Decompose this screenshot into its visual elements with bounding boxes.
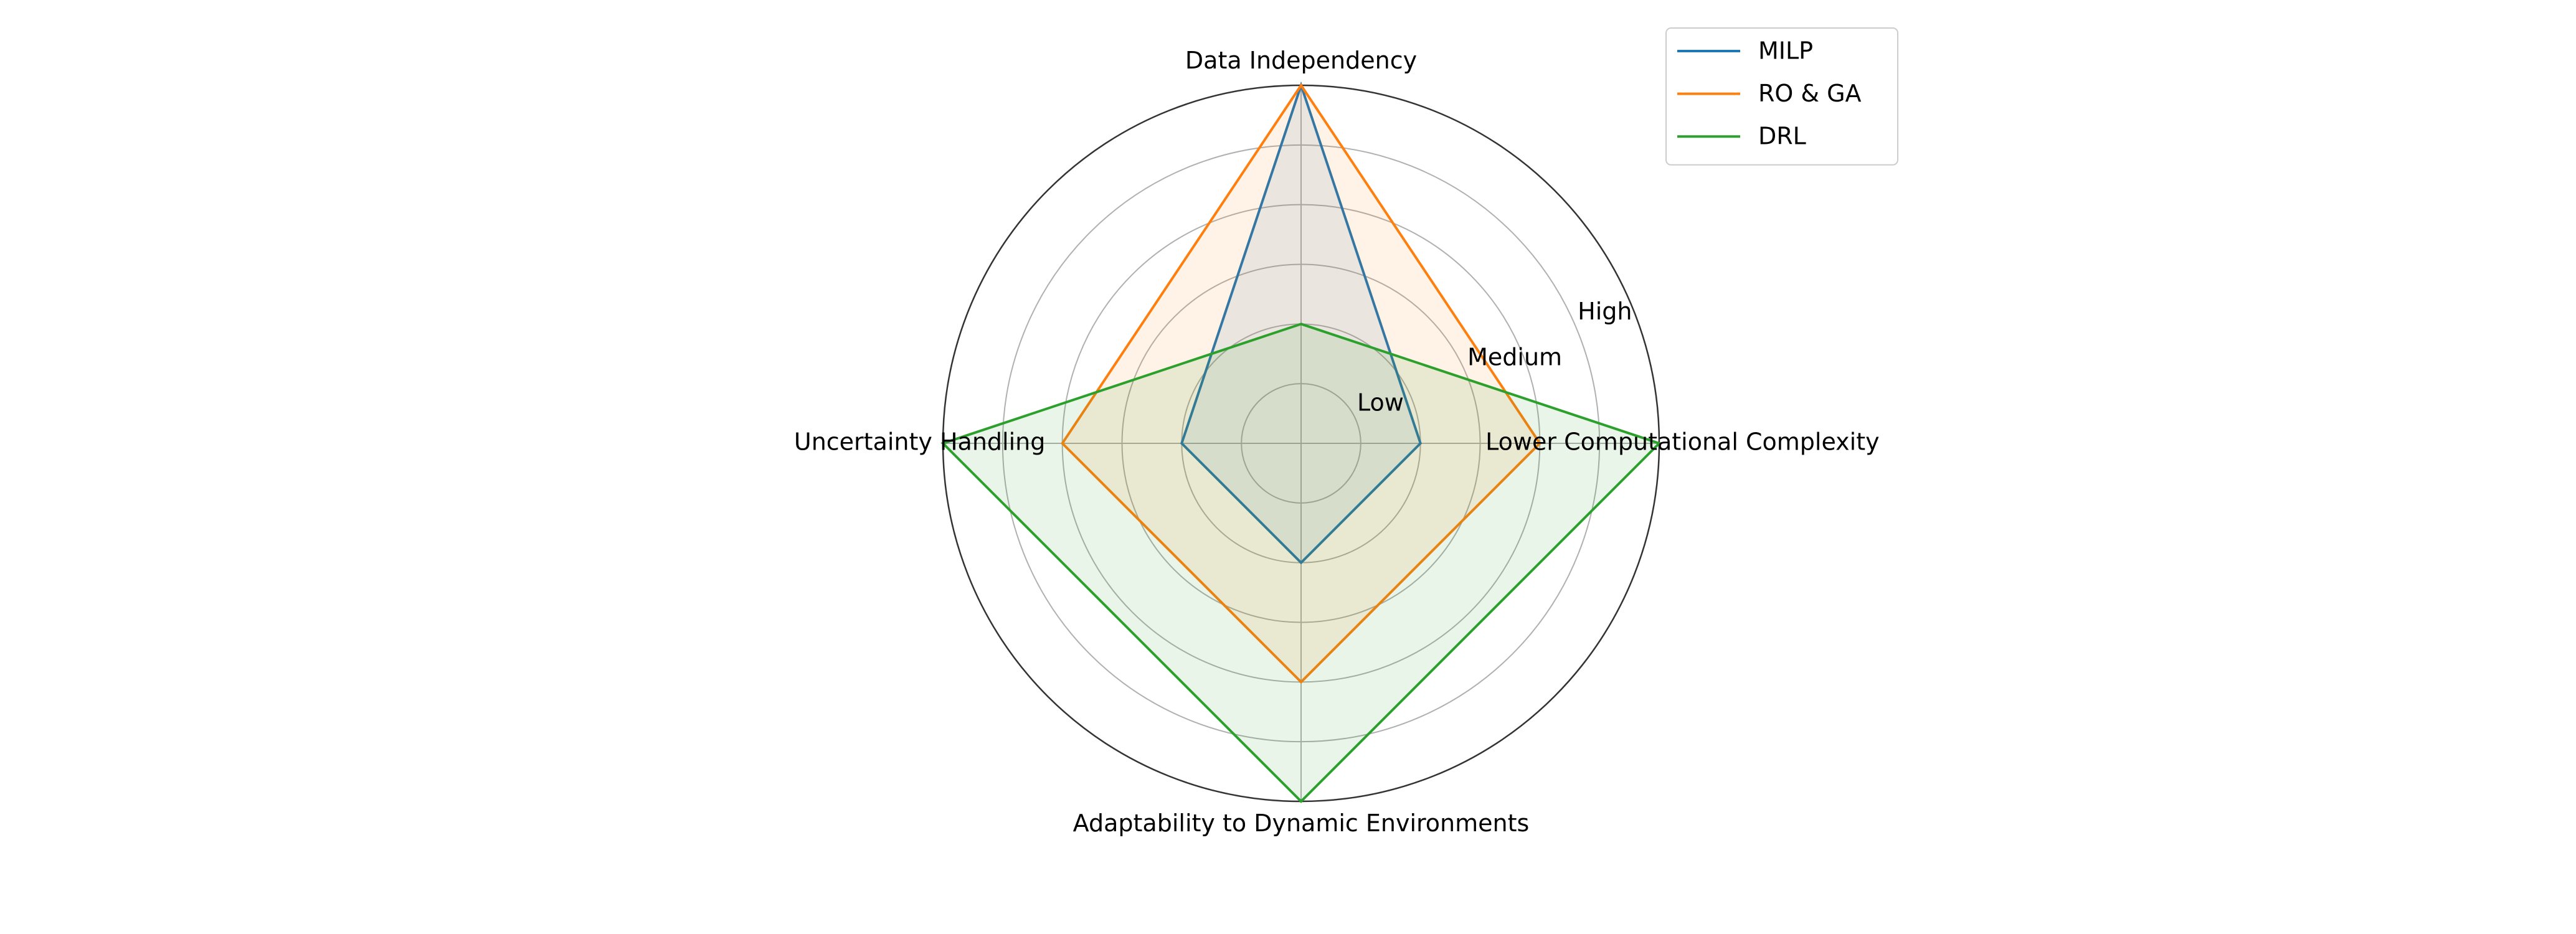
r-tick-label: High (1578, 298, 1632, 325)
series-area (943, 324, 1659, 801)
r-tick-label: Medium (1467, 343, 1562, 370)
series-line (1061, 83, 1541, 684)
series-line (1180, 81, 1422, 565)
series-area (1062, 85, 1540, 682)
legend-label: RO & GA (1758, 80, 1862, 107)
r-tick-label: Low (1357, 389, 1404, 417)
legend-label: MILP (1758, 37, 1813, 65)
series-line (940, 323, 1662, 803)
legend: MILP RO & GA DRL (1665, 27, 1898, 166)
axis-label: Lower Computational Complexity (1485, 428, 1879, 456)
axis-label: Uncertainty Handling (794, 428, 1045, 456)
legend-label: DRL (1758, 123, 1806, 150)
axis-label: Adaptability to Dynamic Environments (1073, 809, 1530, 837)
legend-box (1665, 27, 1898, 166)
axis-label: Data Independency (1185, 47, 1417, 74)
